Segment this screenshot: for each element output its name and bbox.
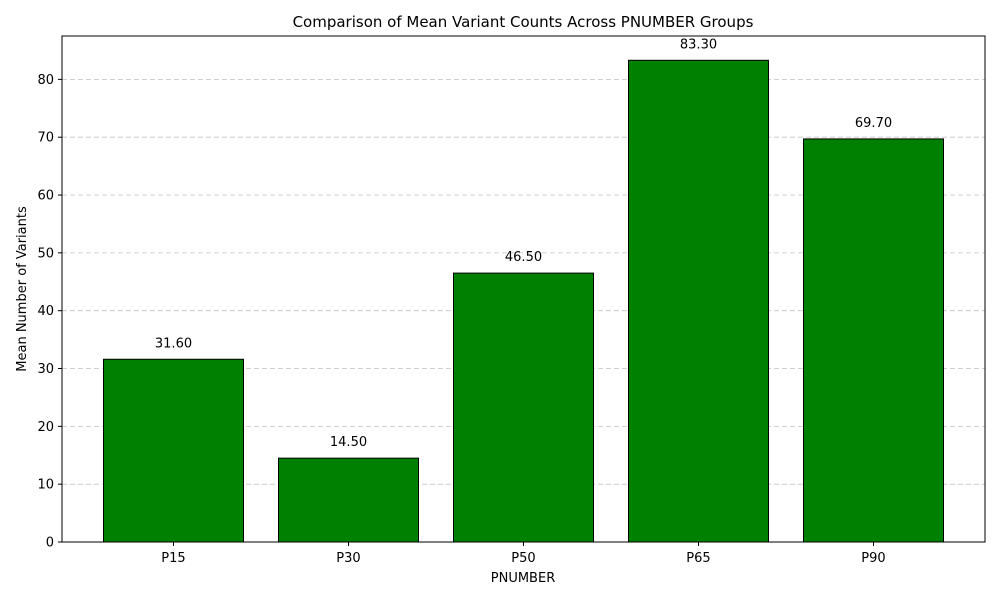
bar-P90 bbox=[803, 138, 944, 543]
x-tick-label-P30: P30 bbox=[336, 551, 360, 566]
x-tick-label-P15: P15 bbox=[161, 551, 185, 566]
x-tick-label-P50: P50 bbox=[511, 551, 535, 566]
x-axis-ticks: P15 P30 P50 P65 P90 bbox=[161, 542, 886, 566]
bar-P15 bbox=[103, 358, 244, 543]
y-axis-ticks: 0 10 20 30 40 50 60 70 80 bbox=[37, 73, 62, 551]
x-tick-label-P90: P90 bbox=[861, 551, 885, 566]
y-tick-label-40: 40 bbox=[37, 304, 54, 319]
y-tick-label-70: 70 bbox=[37, 131, 54, 146]
bars bbox=[103, 59, 944, 543]
y-tick-label-10: 10 bbox=[37, 478, 54, 493]
bar-P30 bbox=[278, 457, 419, 543]
x-axis-label: PNUMBER bbox=[491, 571, 555, 586]
data-labels: 31.60 14.50 46.50 83.30 69.70 bbox=[155, 37, 892, 450]
chart-title: Comparison of Mean Variant Counts Across… bbox=[293, 13, 754, 31]
bar-P65 bbox=[628, 59, 769, 543]
y-axis-label: Mean Number of Variants bbox=[15, 206, 30, 372]
y-tick-label-60: 60 bbox=[37, 189, 54, 204]
y-tick-label-20: 20 bbox=[37, 420, 54, 435]
y-tick-label-0: 0 bbox=[46, 536, 54, 551]
x-tick-label-P65: P65 bbox=[686, 551, 710, 566]
data-label-P30: 14.50 bbox=[330, 435, 367, 450]
y-tick-label-30: 30 bbox=[37, 362, 54, 377]
y-tick-label-50: 50 bbox=[37, 246, 54, 261]
data-label-P90: 69.70 bbox=[855, 116, 892, 131]
y-tick-label-80: 80 bbox=[37, 73, 54, 88]
data-label-P50: 46.50 bbox=[505, 250, 542, 265]
bar-P50 bbox=[453, 272, 594, 543]
data-label-P65: 83.30 bbox=[680, 37, 717, 52]
data-label-P15: 31.60 bbox=[155, 336, 192, 351]
